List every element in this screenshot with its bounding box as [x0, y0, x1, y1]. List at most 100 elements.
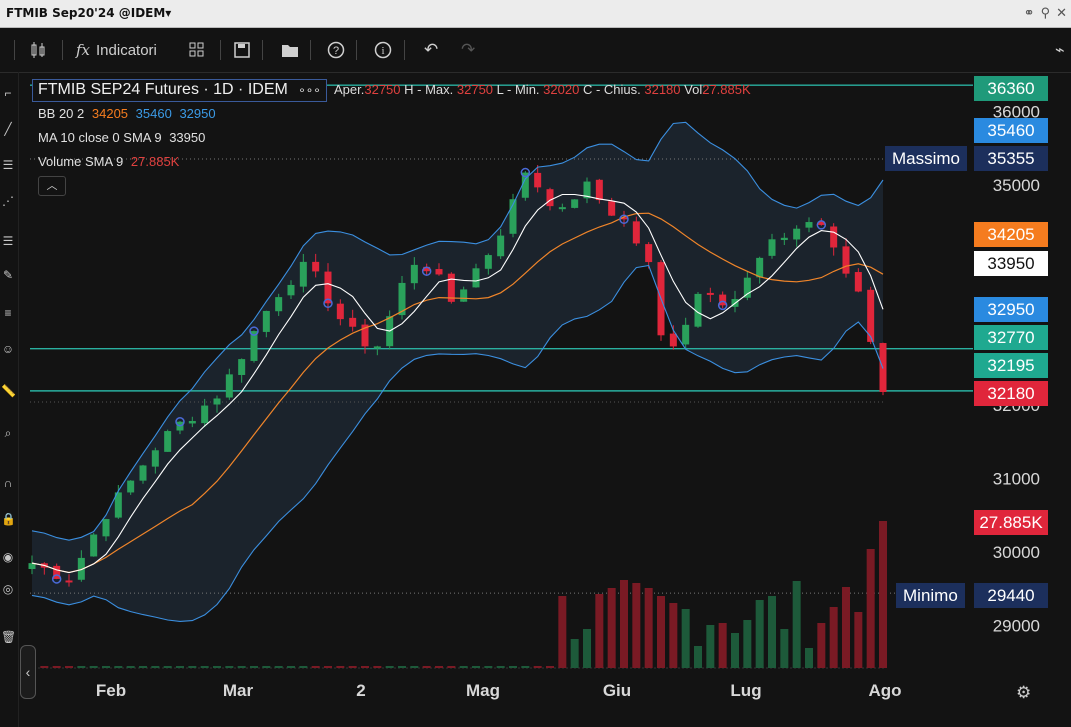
- volume-bar: [139, 666, 147, 668]
- candle-type-icon[interactable]: [28, 38, 48, 62]
- volume-bar: [114, 666, 123, 668]
- candle: [238, 358, 246, 383]
- candle-body: [410, 264, 418, 284]
- candle-body: [151, 450, 159, 467]
- lock-icon[interactable]: 🔒: [1, 512, 16, 526]
- bollinger-band-fill: [32, 122, 883, 622]
- volume-bar: [398, 666, 406, 668]
- close-label: C - Chius.: [582, 82, 641, 97]
- event-marker: [249, 326, 259, 336]
- fib-icon[interactable]: ☰: [2, 158, 14, 172]
- help-icon[interactable]: ?: [327, 38, 345, 62]
- y-tick-label: 29000: [993, 616, 1040, 635]
- event-marker: [520, 167, 531, 178]
- collapse-panel-button[interactable]: ‹: [20, 645, 36, 699]
- volume-bar: [200, 666, 209, 668]
- indicators-button[interactable]: fx Indicatori: [76, 38, 157, 62]
- folder-icon[interactable]: [281, 38, 299, 62]
- magnet-icon[interactable]: ∩: [3, 476, 13, 490]
- ma-legend[interactable]: MA 10 close 0 SMA 9 33950: [38, 130, 205, 145]
- save-icon[interactable]: [234, 38, 250, 62]
- event-marker: [421, 266, 432, 276]
- candle-body: [842, 246, 850, 274]
- candle-body: [435, 269, 443, 275]
- eye-icon[interactable]: ◎: [2, 582, 14, 596]
- candle: [682, 317, 690, 349]
- undo-icon[interactable]: ↶: [424, 40, 439, 59]
- candle: [188, 416, 196, 428]
- cursor-icon[interactable]: ⌐: [4, 86, 12, 100]
- candle: [867, 286, 875, 345]
- candle: [842, 238, 850, 278]
- x-tick-label: Mar: [223, 681, 254, 700]
- massimo-label: Massimo: [885, 146, 968, 171]
- candle-body: [213, 398, 221, 405]
- volume-bar: [410, 666, 419, 668]
- trendline-icon[interactable]: ╱: [4, 122, 12, 136]
- pattern-icon[interactable]: ⋰: [2, 194, 14, 208]
- candle-body: [472, 268, 480, 288]
- bb-upper-line: [31, 121, 884, 541]
- hide-icon[interactable]: ◉: [2, 550, 14, 564]
- open-value: 32750: [364, 82, 401, 97]
- candle: [361, 318, 369, 354]
- bb-legend[interactable]: BB 20 2 34205 35460 32950: [38, 106, 216, 121]
- candle-body: [817, 221, 825, 225]
- ma-value: 33950: [169, 130, 206, 145]
- link-icon[interactable]: ⚭: [1023, 5, 1035, 20]
- svg-text:i: i: [381, 45, 384, 57]
- volume-bar: [583, 629, 591, 668]
- event-marker: [51, 574, 62, 584]
- settings-gear-icon[interactable]: ⚙: [1016, 683, 1032, 702]
- emoji-icon[interactable]: ☺: [1, 342, 15, 356]
- candle: [558, 203, 566, 212]
- volume-sma-legend[interactable]: Volume SMA 9 27.885K: [38, 154, 179, 169]
- volume-bar: [422, 666, 431, 668]
- bb-upper-value: 35460: [135, 106, 172, 121]
- redo-icon[interactable]: ↷: [461, 40, 476, 59]
- candle-body: [830, 226, 838, 248]
- zoom-icon[interactable]: ⌕: [4, 426, 12, 440]
- more-dots-icon[interactable]: ∘∘∘: [298, 83, 321, 97]
- window-titlebar: FTMIB Sep20'24 @IDEM▾ ⚭ ⚲ ✕: [0, 0, 1071, 28]
- candle-body: [521, 172, 529, 198]
- symbol-legend[interactable]: FTMIB SEP24 Futures · 1D · IDEM ∘∘∘: [32, 79, 327, 102]
- candle-body: [65, 580, 73, 583]
- candle: [780, 232, 788, 246]
- candle-body: [164, 431, 172, 452]
- pin-icon[interactable]: ⚲: [1040, 5, 1051, 20]
- candle-body: [324, 271, 332, 304]
- info-icon[interactable]: i: [374, 38, 392, 62]
- candle-body: [398, 282, 406, 316]
- candle: [719, 291, 727, 309]
- collapse-legend-button[interactable]: ︿: [38, 176, 66, 196]
- candle-body: [139, 465, 147, 481]
- volume-bar: [311, 666, 320, 668]
- layout-grid-icon[interactable]: [188, 38, 206, 62]
- candle-body: [336, 303, 344, 320]
- volume-bar: [213, 666, 221, 668]
- event-marker: [717, 300, 728, 311]
- close-icon[interactable]: ✕: [1056, 5, 1067, 20]
- volume-bar: [348, 666, 357, 668]
- volume-bar: [274, 666, 283, 668]
- candle: [571, 199, 579, 209]
- quick-action-icon[interactable]: ⌁: [1055, 42, 1065, 59]
- volume-sma-label: Volume SMA 9: [38, 154, 124, 169]
- text-icon[interactable]: ≡: [4, 306, 12, 320]
- high-label: H - Max.: [404, 82, 454, 97]
- candle: [139, 464, 147, 484]
- candle-body: [497, 235, 505, 257]
- candle-body: [102, 519, 110, 537]
- candle: [854, 268, 862, 293]
- candle: [65, 574, 73, 587]
- brush-icon[interactable]: ✎: [2, 268, 14, 282]
- ruler-icon[interactable]: 📏: [1, 384, 16, 398]
- trash-icon[interactable]: 🗑: [1, 630, 17, 644]
- candle-body: [571, 199, 579, 208]
- volume-bar: [879, 521, 887, 668]
- candle-body: [460, 289, 468, 302]
- parallel-icon[interactable]: ☰: [2, 234, 14, 248]
- ma-label: MA 10 close 0 SMA 9: [38, 130, 162, 145]
